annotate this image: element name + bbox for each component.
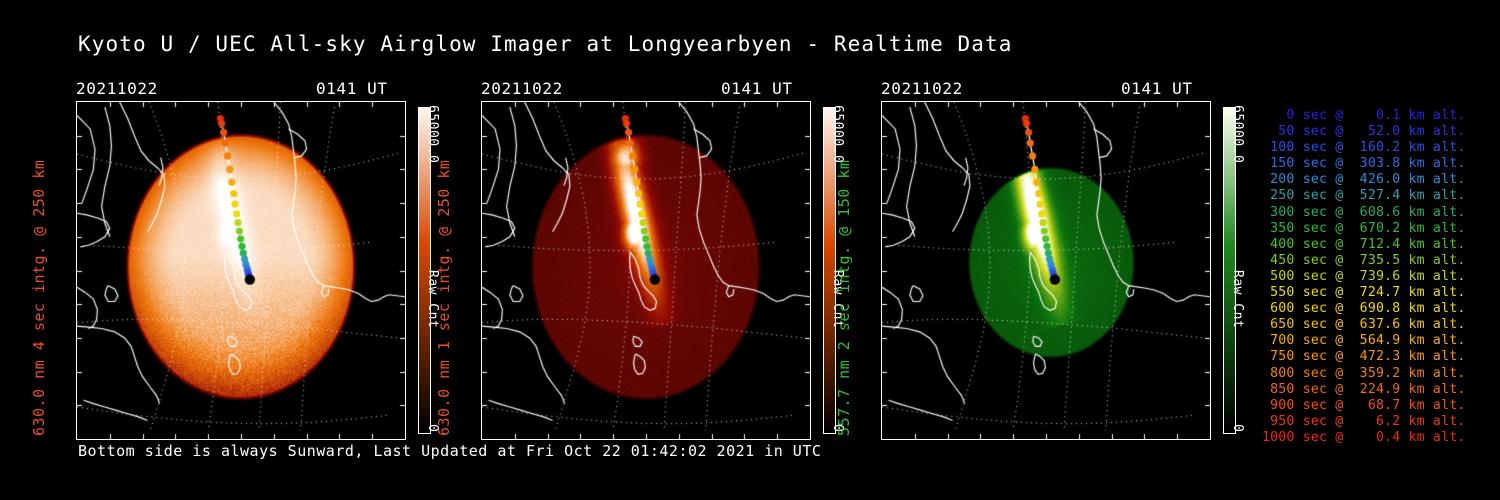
colorbar-unit-label-3: Raw Cnt (1230, 269, 1245, 328)
colorbar-gradient-2 (823, 107, 836, 434)
allsky-image-panel-2[interactable] (481, 101, 811, 440)
panel-axis-label-3: 557.7 nm 2 sec intg. @ 150 km (835, 159, 853, 436)
legend-entry: 650 sec @ 637.6 km alt. (1262, 317, 1466, 333)
legend-entry: 500 sec @ 739.6 km alt. (1262, 268, 1466, 284)
allsky-canvas-1 (77, 102, 405, 439)
legend-entry: 550 sec @ 724.7 km alt. (1262, 285, 1466, 301)
footer-note: Bottom side is always Sunward, Last Upda… (78, 442, 822, 460)
panel-axis-label-1: 630.0 nm 4 sec intg. @ 250 km (30, 159, 48, 436)
legend-entry: 350 sec @ 670.2 km alt. (1262, 220, 1466, 236)
colorbar-max-label-3: 65000.0 (1230, 105, 1245, 164)
allsky-canvas-2 (482, 102, 810, 439)
panel-date-3: 20211022 (881, 79, 963, 98)
legend-entry: 250 sec @ 527.4 km alt. (1262, 188, 1466, 204)
legend-entry: 700 sec @ 564.9 km alt. (1262, 333, 1466, 349)
legend-entry: 600 sec @ 690.8 km alt. (1262, 301, 1466, 317)
allsky-image-panel-3[interactable] (881, 101, 1211, 440)
legend-entry: 100 sec @ 160.2 km alt. (1262, 140, 1466, 156)
legend-entry: 950 sec @ 6.2 km alt. (1262, 413, 1466, 429)
allsky-canvas-3 (882, 102, 1210, 439)
colorbar-min-label-3: 0 (1230, 424, 1245, 433)
legend-entry: 850 sec @ 224.9 km alt. (1262, 381, 1466, 397)
panel-time-3: 0141 UT (1121, 79, 1193, 98)
legend-entry: 800 sec @ 359.2 km alt. (1262, 365, 1466, 381)
legend-entry: 300 sec @ 608.6 km alt. (1262, 204, 1466, 220)
legend-entry: 200 sec @ 426.0 km alt. (1262, 172, 1466, 188)
legend-entry: 750 sec @ 472.3 km alt. (1262, 349, 1466, 365)
panel-date-2: 20211022 (481, 79, 563, 98)
colorbar-max-label-2: 65000.0 (830, 105, 845, 164)
page-title: Kyoto U / UEC All-sky Airglow Imager at … (78, 32, 1013, 56)
colorbar-gradient-3 (1223, 107, 1236, 434)
legend-entry: 400 sec @ 712.4 km alt. (1262, 236, 1466, 252)
legend-entry: 0 sec @ 0.1 km alt. (1262, 108, 1466, 123)
panel-axis-label-2: 630.0 nm 1 sec intg. @ 250 km (435, 159, 453, 436)
legend-entry: 150 sec @ 303.8 km alt. (1262, 156, 1466, 172)
legend-entry: 450 sec @ 735.5 km alt. (1262, 252, 1466, 268)
allsky-image-panel-1[interactable] (76, 101, 406, 440)
legend-entry: 900 sec @ 68.7 km alt. (1262, 397, 1466, 413)
colorbar-gradient-1 (418, 107, 431, 434)
legend-entry: 1000 sec @ 0.4 km alt. (1262, 429, 1466, 445)
panel-time-2: 0141 UT (721, 79, 793, 98)
panel-time-1: 0141 UT (316, 79, 388, 98)
panel-date-1: 20211022 (76, 79, 158, 98)
trajectory-legend: 0 sec @ 0.1 km alt. 50 sec @ 52.0 km alt… (1262, 108, 1466, 446)
legend-entry: 50 sec @ 52.0 km alt. (1262, 124, 1466, 140)
colorbar-max-label-1: 65000.0 (425, 105, 440, 164)
